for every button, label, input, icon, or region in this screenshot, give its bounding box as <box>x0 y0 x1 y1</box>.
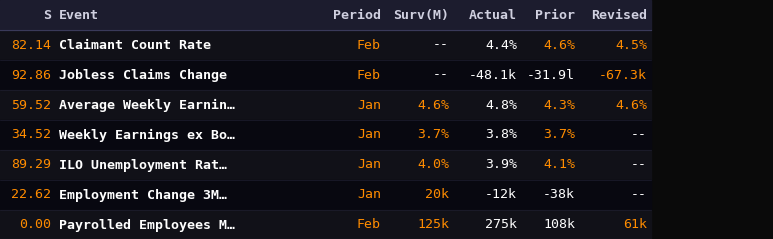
Text: Jan: Jan <box>357 189 381 201</box>
Text: Actual: Actual <box>469 9 517 22</box>
Text: Average Weekly Earnin…: Average Weekly Earnin… <box>59 98 235 112</box>
Bar <box>0 120 651 150</box>
Bar <box>0 150 651 180</box>
Text: Employment Change 3M…: Employment Change 3M… <box>59 189 227 201</box>
Text: Jobless Claims Change: Jobless Claims Change <box>59 68 227 81</box>
Bar <box>0 30 651 60</box>
Text: Event: Event <box>59 9 99 22</box>
Text: Period: Period <box>333 9 381 22</box>
Text: 92.86: 92.86 <box>11 69 51 81</box>
Text: Payrolled Employees M…: Payrolled Employees M… <box>59 218 235 232</box>
Text: Jan: Jan <box>357 158 381 172</box>
Text: 59.52: 59.52 <box>11 98 51 112</box>
Text: Claimant Count Rate: Claimant Count Rate <box>59 38 211 51</box>
Text: -31.9l: -31.9l <box>527 69 575 81</box>
Bar <box>0 210 651 239</box>
Text: 82.14: 82.14 <box>11 38 51 51</box>
Text: 4.6%: 4.6% <box>417 98 449 112</box>
Text: 0.00: 0.00 <box>19 218 51 232</box>
Text: --: -- <box>631 158 647 172</box>
Bar <box>0 60 651 90</box>
Text: 108k: 108k <box>543 218 575 232</box>
Text: Jan: Jan <box>357 98 381 112</box>
Text: 4.5%: 4.5% <box>615 38 647 51</box>
Text: 20k: 20k <box>425 189 449 201</box>
Text: -48.1k: -48.1k <box>469 69 517 81</box>
Text: 4.1%: 4.1% <box>543 158 575 172</box>
Text: 4.3%: 4.3% <box>543 98 575 112</box>
Text: 275k: 275k <box>485 218 517 232</box>
Text: ILO Unemployment Rat…: ILO Unemployment Rat… <box>59 158 227 172</box>
Text: -38k: -38k <box>543 189 575 201</box>
Text: --: -- <box>433 38 449 51</box>
Text: S: S <box>43 9 51 22</box>
Text: 34.52: 34.52 <box>11 129 51 141</box>
Text: 3.9%: 3.9% <box>485 158 517 172</box>
Bar <box>0 90 651 120</box>
Bar <box>0 180 651 210</box>
Text: 4.8%: 4.8% <box>485 98 517 112</box>
Text: Surv(M): Surv(M) <box>393 9 449 22</box>
Text: 4.4%: 4.4% <box>485 38 517 51</box>
Text: 4.6%: 4.6% <box>543 38 575 51</box>
Text: Feb: Feb <box>357 218 381 232</box>
Text: Feb: Feb <box>357 38 381 51</box>
Text: Weekly Earnings ex Bo…: Weekly Earnings ex Bo… <box>59 128 235 141</box>
Text: Prior: Prior <box>535 9 575 22</box>
Text: --: -- <box>631 189 647 201</box>
Text: 4.0%: 4.0% <box>417 158 449 172</box>
Text: 3.8%: 3.8% <box>485 129 517 141</box>
Text: Revised: Revised <box>591 9 647 22</box>
Text: 4.6%: 4.6% <box>615 98 647 112</box>
Text: 22.62: 22.62 <box>11 189 51 201</box>
Text: -67.3k: -67.3k <box>599 69 647 81</box>
Text: 125k: 125k <box>417 218 449 232</box>
Text: Feb: Feb <box>357 69 381 81</box>
Text: 3.7%: 3.7% <box>417 129 449 141</box>
Text: -12k: -12k <box>485 189 517 201</box>
Bar <box>0 0 651 30</box>
Text: 89.29: 89.29 <box>11 158 51 172</box>
Text: 61k: 61k <box>623 218 647 232</box>
Text: --: -- <box>631 129 647 141</box>
Text: --: -- <box>433 69 449 81</box>
Text: Jan: Jan <box>357 129 381 141</box>
Text: 3.7%: 3.7% <box>543 129 575 141</box>
